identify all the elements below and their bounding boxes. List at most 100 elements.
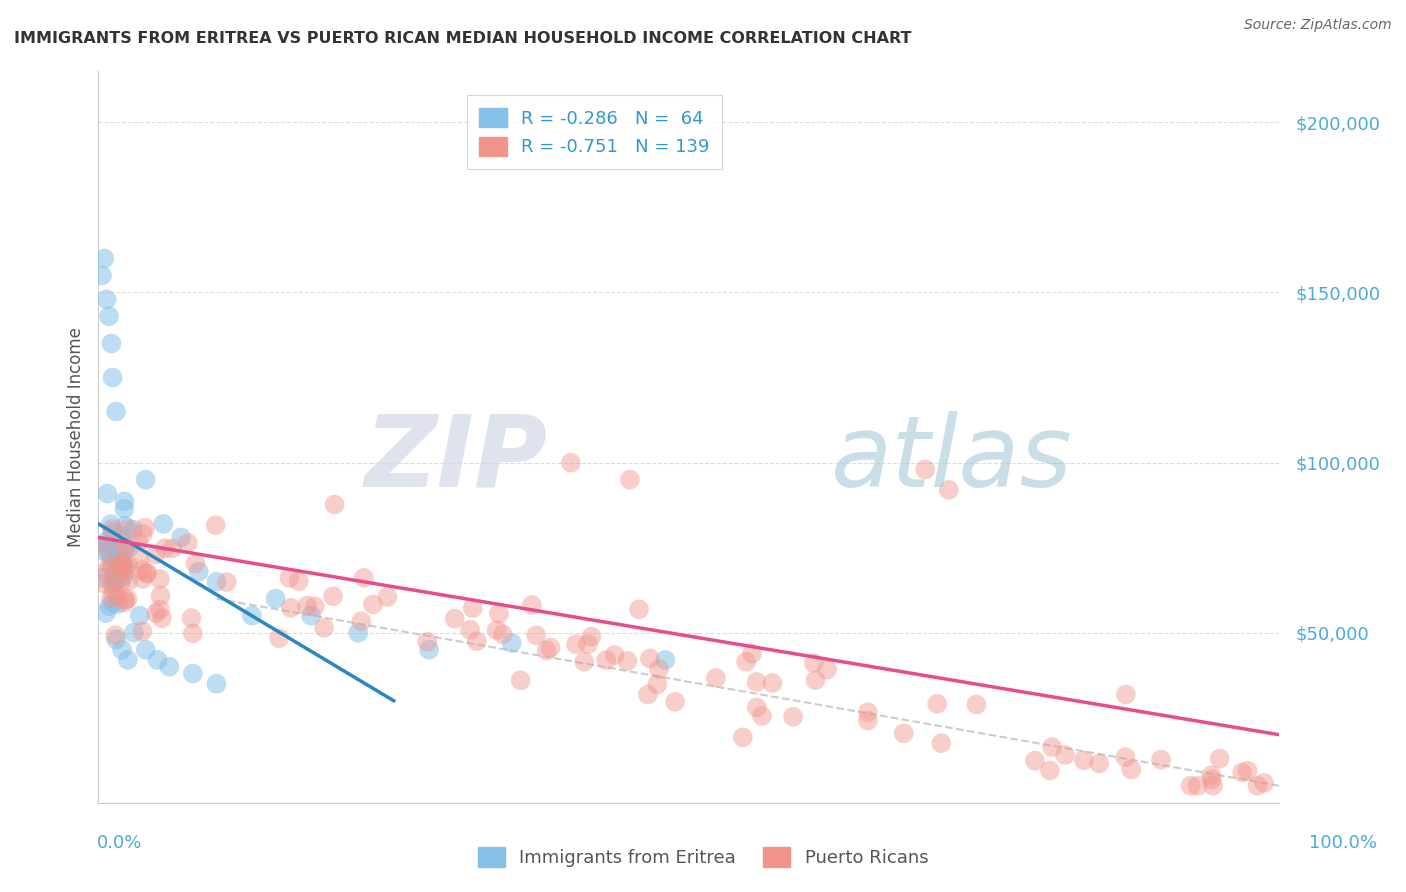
Point: [127, 535, 149, 549]
Point: [619, 473, 641, 487]
Point: [114, 542, 136, 557]
Point: [117, 522, 139, 536]
Point: [96, 486, 118, 500]
Point: [1230, 765, 1253, 780]
Point: [94, 540, 117, 554]
Point: [91, 571, 114, 585]
Point: [295, 599, 318, 613]
Point: [112, 558, 135, 572]
Point: [1199, 768, 1222, 782]
Point: [323, 498, 346, 512]
Point: [107, 597, 129, 611]
Point: [134, 521, 156, 535]
Point: [103, 571, 125, 585]
Point: [893, 726, 915, 740]
Point: [654, 653, 676, 667]
Point: [118, 541, 141, 555]
Point: [98, 310, 121, 324]
Point: [111, 563, 134, 577]
Point: [93, 252, 115, 266]
Point: [418, 642, 440, 657]
Point: [628, 602, 651, 616]
Point: [240, 608, 263, 623]
Point: [122, 523, 145, 537]
Point: [1114, 750, 1136, 764]
Point: [128, 608, 150, 623]
Point: [145, 548, 167, 562]
Point: [131, 563, 153, 577]
Point: [180, 611, 202, 625]
Point: [1180, 779, 1202, 793]
Point: [1202, 779, 1225, 793]
Point: [520, 598, 543, 612]
Point: [751, 709, 773, 723]
Point: [375, 590, 398, 604]
Point: [111, 642, 134, 657]
Point: [465, 634, 488, 648]
Point: [804, 673, 827, 688]
Point: [1201, 772, 1223, 787]
Legend: R = -0.286   N =  64, R = -0.751   N = 139: R = -0.286 N = 64, R = -0.751 N = 139: [467, 95, 723, 169]
Point: [96, 565, 118, 579]
Point: [1236, 764, 1258, 778]
Point: [112, 570, 135, 584]
Point: [112, 560, 135, 574]
Point: [461, 601, 484, 615]
Point: [1073, 753, 1095, 767]
Point: [187, 565, 209, 579]
Point: [93, 576, 115, 591]
Point: [149, 602, 172, 616]
Point: [162, 541, 184, 556]
Point: [267, 631, 290, 645]
Point: [278, 571, 301, 585]
Point: [117, 653, 139, 667]
Point: [304, 599, 326, 614]
Point: [1115, 688, 1137, 702]
Point: [153, 541, 176, 556]
Point: [581, 630, 603, 644]
Point: [965, 698, 987, 712]
Point: [509, 673, 531, 688]
Point: [114, 592, 136, 607]
Text: ZIP: ZIP: [364, 410, 547, 508]
Point: [704, 671, 727, 685]
Point: [492, 627, 515, 641]
Point: [938, 483, 960, 497]
Point: [101, 577, 124, 591]
Point: [416, 634, 439, 648]
Point: [782, 709, 804, 723]
Point: [128, 554, 150, 568]
Point: [117, 574, 139, 588]
Point: [100, 550, 122, 565]
Point: [637, 688, 659, 702]
Point: [645, 677, 668, 691]
Text: 0.0%: 0.0%: [97, 834, 142, 852]
Point: [110, 575, 132, 590]
Point: [101, 522, 124, 536]
Point: [114, 541, 136, 556]
Point: [312, 621, 335, 635]
Point: [856, 705, 879, 719]
Point: [107, 549, 129, 564]
Point: [100, 591, 122, 605]
Point: [110, 530, 132, 544]
Point: [565, 637, 588, 651]
Point: [929, 736, 952, 750]
Text: atlas: atlas: [831, 410, 1073, 508]
Point: [350, 615, 373, 629]
Point: [205, 677, 228, 691]
Point: [135, 566, 157, 580]
Point: [96, 293, 118, 307]
Point: [104, 576, 127, 591]
Y-axis label: Median Household Income: Median Household Income: [66, 327, 84, 547]
Point: [1040, 740, 1063, 755]
Point: [648, 662, 671, 676]
Point: [152, 516, 174, 531]
Point: [146, 653, 169, 667]
Point: [105, 632, 128, 647]
Point: [105, 547, 128, 561]
Text: IMMIGRANTS FROM ERITREA VS PUERTO RICAN MEDIAN HOUSEHOLD INCOME CORRELATION CHAR: IMMIGRANTS FROM ERITREA VS PUERTO RICAN …: [14, 31, 911, 46]
Point: [103, 543, 125, 558]
Point: [361, 598, 384, 612]
Point: [603, 648, 626, 662]
